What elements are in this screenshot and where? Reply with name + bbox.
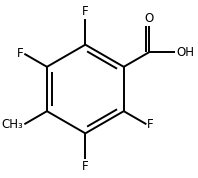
Text: O: O xyxy=(145,12,154,25)
Text: OH: OH xyxy=(176,46,194,59)
Text: F: F xyxy=(17,47,24,60)
Text: F: F xyxy=(147,118,154,131)
Text: F: F xyxy=(82,5,89,18)
Text: F: F xyxy=(82,160,89,173)
Text: CH₃: CH₃ xyxy=(2,118,24,131)
